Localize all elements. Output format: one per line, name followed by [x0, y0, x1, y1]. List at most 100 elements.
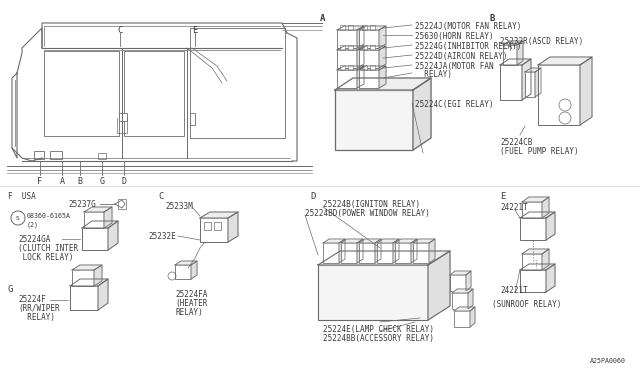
Text: (RR/WIPER: (RR/WIPER — [18, 304, 60, 313]
Bar — [340, 45, 345, 50]
Polygon shape — [82, 221, 118, 228]
Polygon shape — [341, 239, 363, 243]
Text: LOCK RELAY): LOCK RELAY) — [18, 253, 74, 262]
Text: RELAY): RELAY) — [18, 313, 55, 322]
Text: G: G — [99, 177, 104, 186]
Text: 25224FA: 25224FA — [175, 290, 207, 299]
Bar — [359, 30, 379, 48]
Polygon shape — [468, 289, 473, 309]
Polygon shape — [104, 207, 112, 228]
Text: C: C — [117, 26, 123, 35]
Polygon shape — [357, 239, 363, 263]
Bar — [362, 65, 367, 70]
Text: 24221T: 24221T — [500, 203, 528, 212]
Polygon shape — [429, 239, 435, 263]
Polygon shape — [337, 26, 364, 30]
Bar — [348, 65, 353, 70]
Polygon shape — [393, 239, 399, 263]
Bar — [337, 50, 357, 68]
Polygon shape — [379, 46, 386, 68]
Text: E: E — [192, 26, 198, 35]
Polygon shape — [357, 66, 364, 88]
Polygon shape — [377, 239, 399, 243]
Polygon shape — [503, 41, 523, 45]
Polygon shape — [359, 66, 386, 70]
Bar — [44, 51, 119, 136]
Polygon shape — [357, 46, 364, 68]
Bar — [175, 265, 191, 279]
Bar — [190, 113, 195, 125]
Bar — [377, 243, 393, 263]
Bar — [214, 222, 221, 230]
Bar — [452, 293, 468, 309]
Polygon shape — [542, 249, 549, 270]
Polygon shape — [466, 271, 471, 291]
Text: 25224B(IGNITON RELAY): 25224B(IGNITON RELAY) — [323, 200, 420, 209]
Polygon shape — [359, 46, 386, 50]
Text: 24221T: 24221T — [500, 286, 528, 295]
Polygon shape — [379, 66, 386, 88]
Polygon shape — [538, 57, 592, 65]
Text: 25224D(AIRCON RELAY): 25224D(AIRCON RELAY) — [415, 52, 508, 61]
Text: 25224BB(ACCESSORY RELAY): 25224BB(ACCESSORY RELAY) — [323, 334, 434, 343]
Polygon shape — [395, 239, 417, 243]
Bar — [323, 243, 339, 263]
Text: RELAY): RELAY) — [175, 308, 203, 317]
Text: 25224J(MOTOR FAN RELAY): 25224J(MOTOR FAN RELAY) — [415, 22, 522, 31]
Bar — [359, 50, 379, 68]
Bar — [522, 202, 542, 218]
Polygon shape — [337, 46, 364, 50]
Bar — [337, 30, 357, 48]
Bar — [98, 153, 106, 159]
Text: 25224C(EGI RELAY): 25224C(EGI RELAY) — [415, 100, 493, 109]
Polygon shape — [175, 261, 197, 265]
Text: C: C — [158, 192, 163, 201]
Text: 25630(HORN RELAY): 25630(HORN RELAY) — [415, 32, 493, 41]
Bar — [119, 113, 127, 121]
Text: B: B — [77, 177, 83, 186]
Text: 25237G: 25237G — [68, 200, 96, 209]
Polygon shape — [84, 207, 112, 212]
Bar — [520, 218, 546, 240]
Polygon shape — [339, 239, 345, 263]
Text: F: F — [38, 177, 42, 186]
Bar — [82, 228, 108, 250]
Polygon shape — [98, 279, 108, 310]
Bar — [84, 212, 104, 228]
Bar — [200, 218, 228, 242]
Bar — [525, 72, 535, 97]
Bar — [340, 25, 345, 30]
Polygon shape — [357, 26, 364, 48]
Polygon shape — [546, 212, 555, 240]
Bar — [538, 65, 580, 125]
Polygon shape — [191, 261, 197, 279]
Bar — [500, 65, 522, 100]
Bar — [124, 51, 184, 136]
Text: (2): (2) — [27, 221, 39, 228]
Polygon shape — [450, 271, 471, 275]
Text: 25224BD(POWER WINDOW RELAY): 25224BD(POWER WINDOW RELAY) — [305, 209, 430, 218]
Polygon shape — [228, 212, 238, 242]
Text: (SUNROOF RELAY): (SUNROOF RELAY) — [492, 300, 561, 309]
Polygon shape — [520, 212, 555, 218]
Bar — [335, 90, 413, 150]
Text: A: A — [60, 177, 65, 186]
Polygon shape — [522, 59, 531, 100]
Bar — [70, 286, 98, 310]
Text: 25224CB: 25224CB — [500, 138, 532, 147]
Bar — [503, 45, 517, 65]
Text: 25233M: 25233M — [165, 202, 193, 211]
Text: S: S — [16, 215, 20, 221]
Polygon shape — [411, 239, 417, 263]
Bar — [362, 45, 367, 50]
Polygon shape — [500, 59, 531, 65]
Bar — [370, 65, 375, 70]
Text: 25224E(LAMP CHECK RELAY): 25224E(LAMP CHECK RELAY) — [323, 325, 434, 334]
Bar — [395, 243, 411, 263]
Bar — [522, 254, 542, 270]
Text: A25PA0060: A25PA0060 — [590, 358, 626, 364]
Polygon shape — [520, 264, 555, 270]
Bar — [50, 151, 62, 159]
Text: RELAY): RELAY) — [415, 70, 452, 79]
Text: D: D — [122, 177, 127, 186]
